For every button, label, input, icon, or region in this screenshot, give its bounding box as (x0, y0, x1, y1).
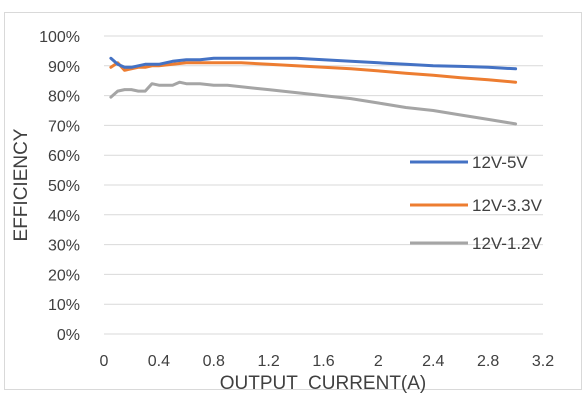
series-line-12v-5v (109, 56, 518, 71)
x-tick-label: 3.2 (532, 353, 554, 370)
y-tick-labels: 0% 10% 20% 30% 40% 50% 60% 70% 80% 90% 100% (39, 29, 80, 344)
gridlines (104, 35, 543, 335)
y-tick-label: 80% (48, 89, 80, 106)
series-lines (109, 56, 518, 126)
series-line-12v-1-2v (109, 80, 518, 126)
x-tick-label: 0.4 (148, 353, 170, 370)
x-tick-label: 1.2 (258, 353, 280, 370)
x-tick-labels: 0 0.4 0.8 1.2 1.6 2 2.4 2.8 3.2 (100, 353, 555, 370)
y-tick-label: 10% (48, 297, 80, 314)
x-tick-label: 0 (100, 353, 109, 370)
y-tick-label: 60% (48, 148, 80, 165)
legend-label: 12V-1.2V (472, 234, 543, 253)
y-axis-title: EFFICIENCY (11, 128, 32, 241)
y-tick-label: 20% (48, 267, 80, 284)
y-tick-label: 40% (48, 208, 80, 225)
y-tick-label: 30% (48, 238, 80, 255)
y-tick-label: 90% (48, 59, 80, 76)
y-tick-label: 50% (48, 178, 80, 195)
x-tick-label: 2 (374, 353, 383, 370)
x-tick-label: 2.8 (477, 353, 499, 370)
x-axis-title: OUTPUT CURRENT(A) (220, 373, 427, 394)
x-tick-label: 0.8 (203, 353, 225, 370)
y-tick-label: 100% (39, 29, 80, 46)
x-tick-label: 1.6 (312, 353, 334, 370)
y-tick-label: 0% (57, 327, 80, 344)
legend: 12V-5V 12V-3.3V 12V-1.2V (410, 153, 543, 253)
y-tick-label: 70% (48, 118, 80, 135)
x-tick-label: 2.4 (422, 353, 444, 370)
legend-label: 12V-5V (472, 153, 528, 172)
chart-frame (4, 12, 582, 390)
legend-label: 12V-3.3V (472, 196, 543, 215)
